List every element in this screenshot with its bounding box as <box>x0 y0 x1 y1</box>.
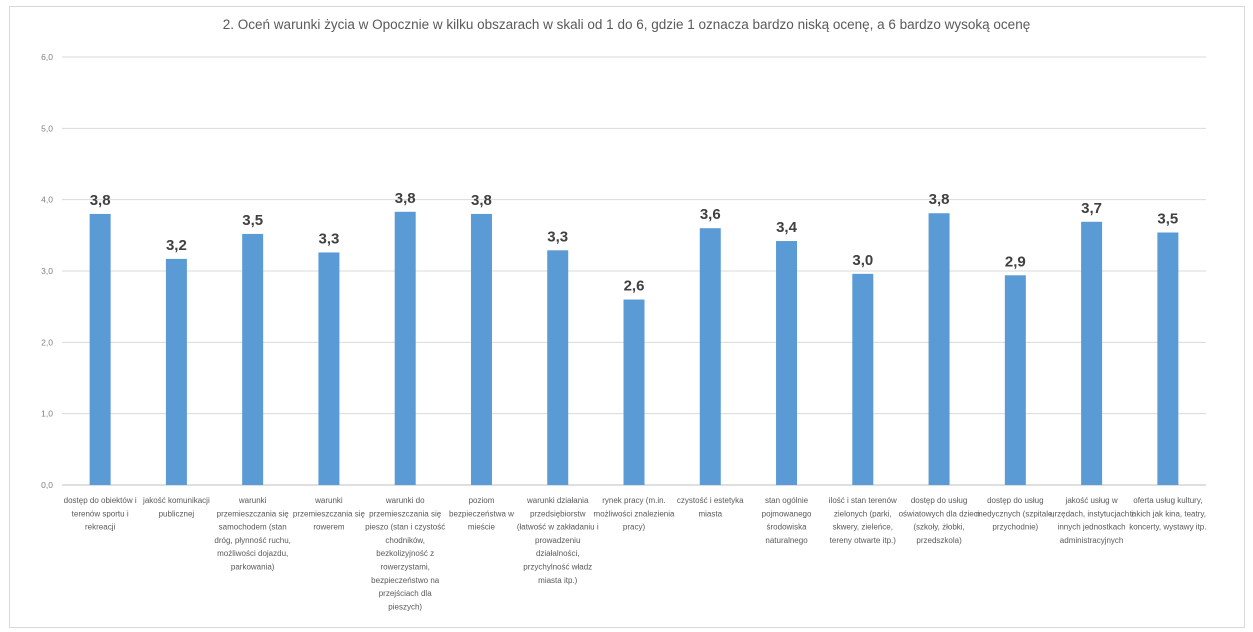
bar <box>242 234 263 485</box>
bar <box>624 300 645 485</box>
category-label: dostęp do obiektów i terenów sportu i rekr… <box>64 496 137 532</box>
data-label: 3,3 <box>319 230 340 247</box>
category-label: stan ogólnie pojmowanego środowiska natural… <box>762 496 812 545</box>
data-label: 3,8 <box>929 191 950 208</box>
y-tick-label: 5,0 <box>41 123 53 133</box>
data-label: 3,2 <box>166 237 187 254</box>
data-label: 3,6 <box>700 206 721 223</box>
bar <box>90 214 111 485</box>
category-label: jakość usług w urzędach, instytucjach i in… <box>1050 496 1133 545</box>
bar <box>929 213 950 485</box>
y-axis-ticks: 0,0 1,0 2,0 3,0 4,0 5,0 6,0 <box>41 52 53 490</box>
category-label: oferta usług kultury, takich jak kina, te… <box>1129 496 1206 532</box>
category-label: jakość komunikacji publicznej <box>142 496 210 518</box>
data-label: 3,8 <box>90 192 111 209</box>
data-label: 2,6 <box>624 278 645 295</box>
category-labels: dostęp do obiektów i terenów sportu i rekr… <box>64 496 1207 611</box>
bar <box>852 274 873 485</box>
category-label: warunki do przemieszczania się pieszo (sta… <box>365 496 445 611</box>
data-label: 3,8 <box>471 192 492 209</box>
data-label: 3,0 <box>852 252 873 269</box>
data-label: 3,5 <box>1157 210 1178 227</box>
bar <box>1005 275 1026 485</box>
bar <box>395 212 416 485</box>
category-label: czystość i estetyka miasta <box>677 496 744 518</box>
category-label: dostęp do usług oświatowych dla dzieci (sz… <box>899 496 980 545</box>
y-tick-label: 0,0 <box>41 480 53 490</box>
category-label: warunki przemieszczania się samochodem (st… <box>214 496 291 572</box>
bar <box>318 252 339 485</box>
y-tick-label: 1,0 <box>41 409 53 419</box>
y-tick-label: 6,0 <box>41 52 53 62</box>
bar <box>547 250 568 485</box>
y-tick-label: 2,0 <box>41 337 53 347</box>
category-label: warunki przemieszczania się rowerem <box>293 496 366 532</box>
data-label: 3,4 <box>776 219 798 236</box>
data-label: 2,9 <box>1005 253 1026 270</box>
data-label: 3,5 <box>242 212 263 229</box>
bar <box>471 214 492 485</box>
data-label: 3,7 <box>1081 200 1102 217</box>
category-label: warunki działania przedsiębiorstw (łatwość… <box>517 496 599 585</box>
category-label: ilość i stan terenów zielonych (parki, skw… <box>829 496 897 545</box>
y-tick-label: 4,0 <box>41 195 53 205</box>
category-label: dostęp do usług medycznych (szpitale, przy… <box>976 496 1055 532</box>
category-label: rynek pracy (m.in. możliwości znalezienia… <box>594 496 675 532</box>
bar <box>1157 232 1178 485</box>
category-label: poziom bezpieczeństwa w mieście <box>449 496 514 532</box>
data-label: 3,3 <box>547 228 568 245</box>
bar <box>1081 222 1102 485</box>
bar <box>166 259 187 485</box>
y-tick-label: 3,0 <box>41 266 53 276</box>
data-label: 3,8 <box>395 190 416 207</box>
bar <box>700 228 721 485</box>
bar <box>776 241 797 485</box>
